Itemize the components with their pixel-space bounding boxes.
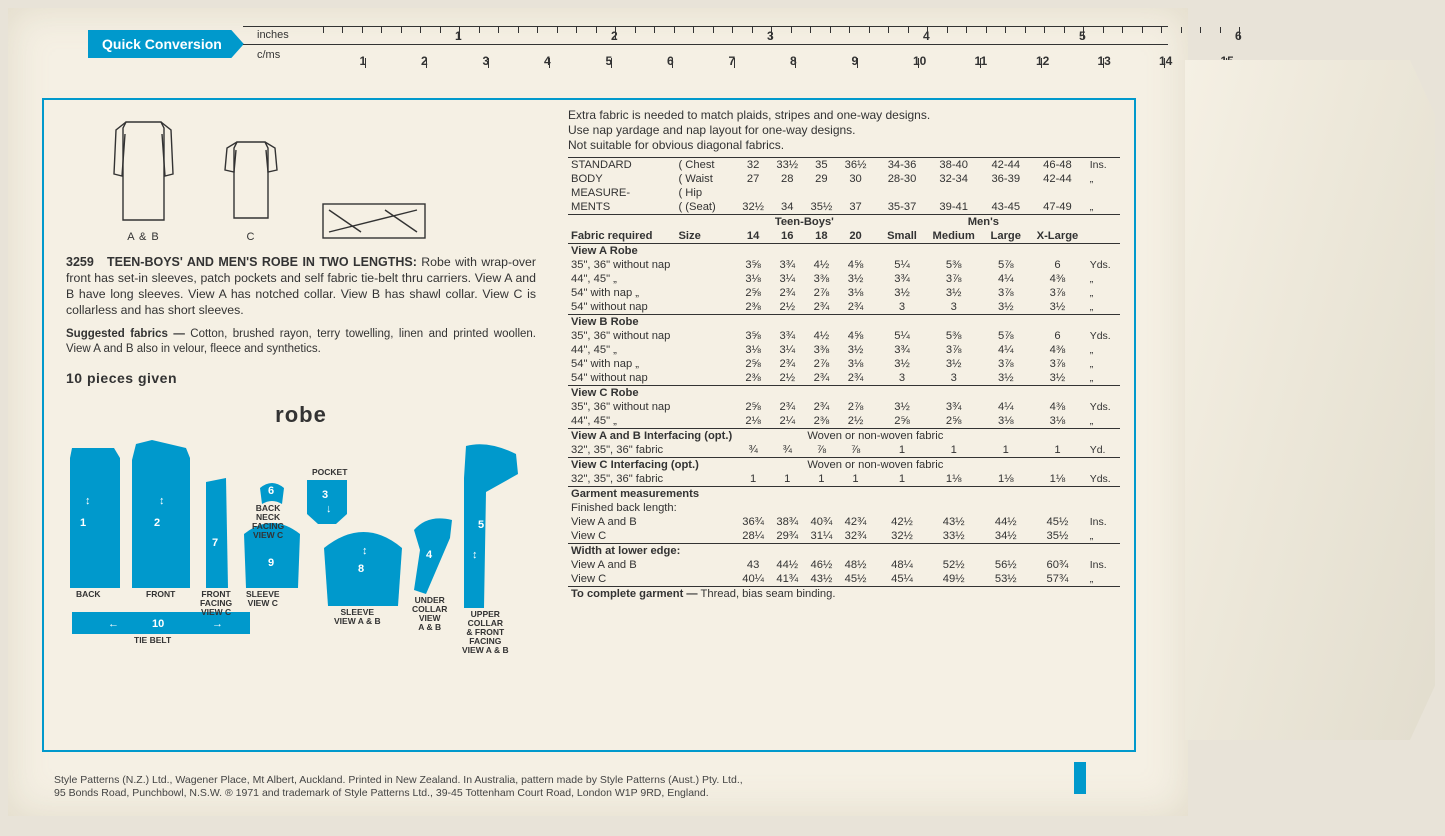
piece-lbl-back-neck: BACKNECKFACINGVIEW C (252, 504, 284, 540)
svg-text:↕: ↕ (85, 495, 91, 507)
svg-text:3: 3 (322, 489, 328, 501)
pieces-given: 10 pieces given (66, 369, 536, 387)
pattern-envelope-back: Quick Conversion inches c/ms 12345612345… (8, 8, 1188, 816)
sketch-ab-label: A & B (106, 230, 181, 244)
ruler-scale: inches c/ms 123456123456789101112131415 (243, 26, 1168, 66)
fabric-notes: Extra fabric is needed to match plaids, … (568, 108, 1120, 153)
svg-text:10: 10 (152, 618, 164, 630)
note-2: Use nap yardage and nap layout for one-w… (568, 123, 1120, 138)
piece-lbl-front-facing: FRONTFACINGVIEW C (200, 590, 232, 617)
suggested-fabrics: Suggested fabrics — Cotton, brushed rayo… (66, 327, 536, 357)
sketch-view-ab: A & B (106, 114, 181, 244)
svg-text:↕: ↕ (362, 545, 368, 557)
robe-heading: robe (66, 401, 536, 430)
piece-lbl-pocket: POCKET (312, 468, 347, 477)
piece-lbl-sleeve-c: SLEEVEVIEW C (246, 590, 280, 608)
pattern-title: TEEN-BOYS' AND MEN'S ROBE IN TWO LENGTHS… (107, 255, 417, 269)
svg-text:4: 4 (426, 549, 433, 561)
svg-text:→: → (212, 618, 223, 630)
svg-text:2: 2 (154, 517, 160, 529)
piece-lbl-tie-belt: TIE BELT (134, 636, 171, 645)
suggested-label: Suggested fabrics — (66, 328, 185, 340)
svg-text:6: 6 (268, 485, 274, 497)
pattern-description: 3259 TEEN-BOYS' AND MEN'S ROBE IN TWO LE… (66, 254, 536, 319)
sketch-c-label: C (215, 230, 287, 244)
garment-sketches: A & B C (106, 114, 536, 244)
note-3: Not suitable for obvious diagonal fabric… (568, 138, 1120, 153)
yardage-table: STANDARD( Chest3233½3536½34-3638-4042-44… (568, 157, 1120, 601)
piece-lbl-under-collar: UNDERCOLLARVIEWA & B (412, 596, 447, 632)
svg-text:←: ← (108, 618, 119, 630)
left-column: A & B C 3259 (44, 100, 554, 750)
ruler-inches-label: inches (257, 29, 289, 41)
svg-text:9: 9 (268, 557, 274, 569)
svg-text:↕: ↕ (159, 495, 165, 507)
note-1: Extra fabric is needed to match plaids, … (568, 108, 1120, 123)
ruler-cms-label: c/ms (257, 49, 280, 61)
svg-text:1: 1 (80, 517, 86, 529)
pattern-pieces-diagram: 1 ↕ 2 ↕ 7 9 6 3 ↓ 8 ↕ 4 5 ↕ 10 ← → BACK FRONT F… (66, 438, 536, 658)
right-column: Extra fabric is needed to match plaids, … (554, 100, 1134, 750)
footer-line-2: 95 Bonds Road, Punchbowl, N.S.W. ® 1971 … (54, 787, 1114, 800)
piece-lbl-back: BACK (76, 590, 101, 599)
piece-lbl-front: FRONT (146, 590, 175, 599)
conversion-ruler: Quick Conversion inches c/ms 12345612345… (88, 26, 1168, 66)
envelope-flap (1185, 60, 1435, 740)
svg-text:5: 5 (478, 519, 484, 531)
color-registration-block (1074, 762, 1086, 794)
quick-conversion-tab: Quick Conversion (88, 30, 244, 58)
sketch-belt (321, 202, 427, 244)
svg-text:8: 8 (358, 563, 364, 575)
sketch-view-c: C (215, 134, 287, 244)
piece-lbl-upper-collar: UPPERCOLLAR& FRONTFACINGVIEW A & B (462, 610, 509, 655)
copyright-footer: Style Patterns (N.Z.) Ltd., Wagener Plac… (54, 774, 1114, 800)
svg-text:7: 7 (212, 537, 218, 549)
content-frame: A & B C 3259 (42, 98, 1136, 752)
piece-lbl-sleeve-ab: SLEEVEVIEW A & B (334, 608, 381, 626)
svg-text:↕: ↕ (472, 549, 478, 561)
ruler-midline (243, 44, 1168, 45)
footer-line-1: Style Patterns (N.Z.) Ltd., Wagener Plac… (54, 774, 1114, 787)
pattern-number: 3259 (66, 255, 94, 269)
svg-text:↓: ↓ (326, 503, 332, 515)
